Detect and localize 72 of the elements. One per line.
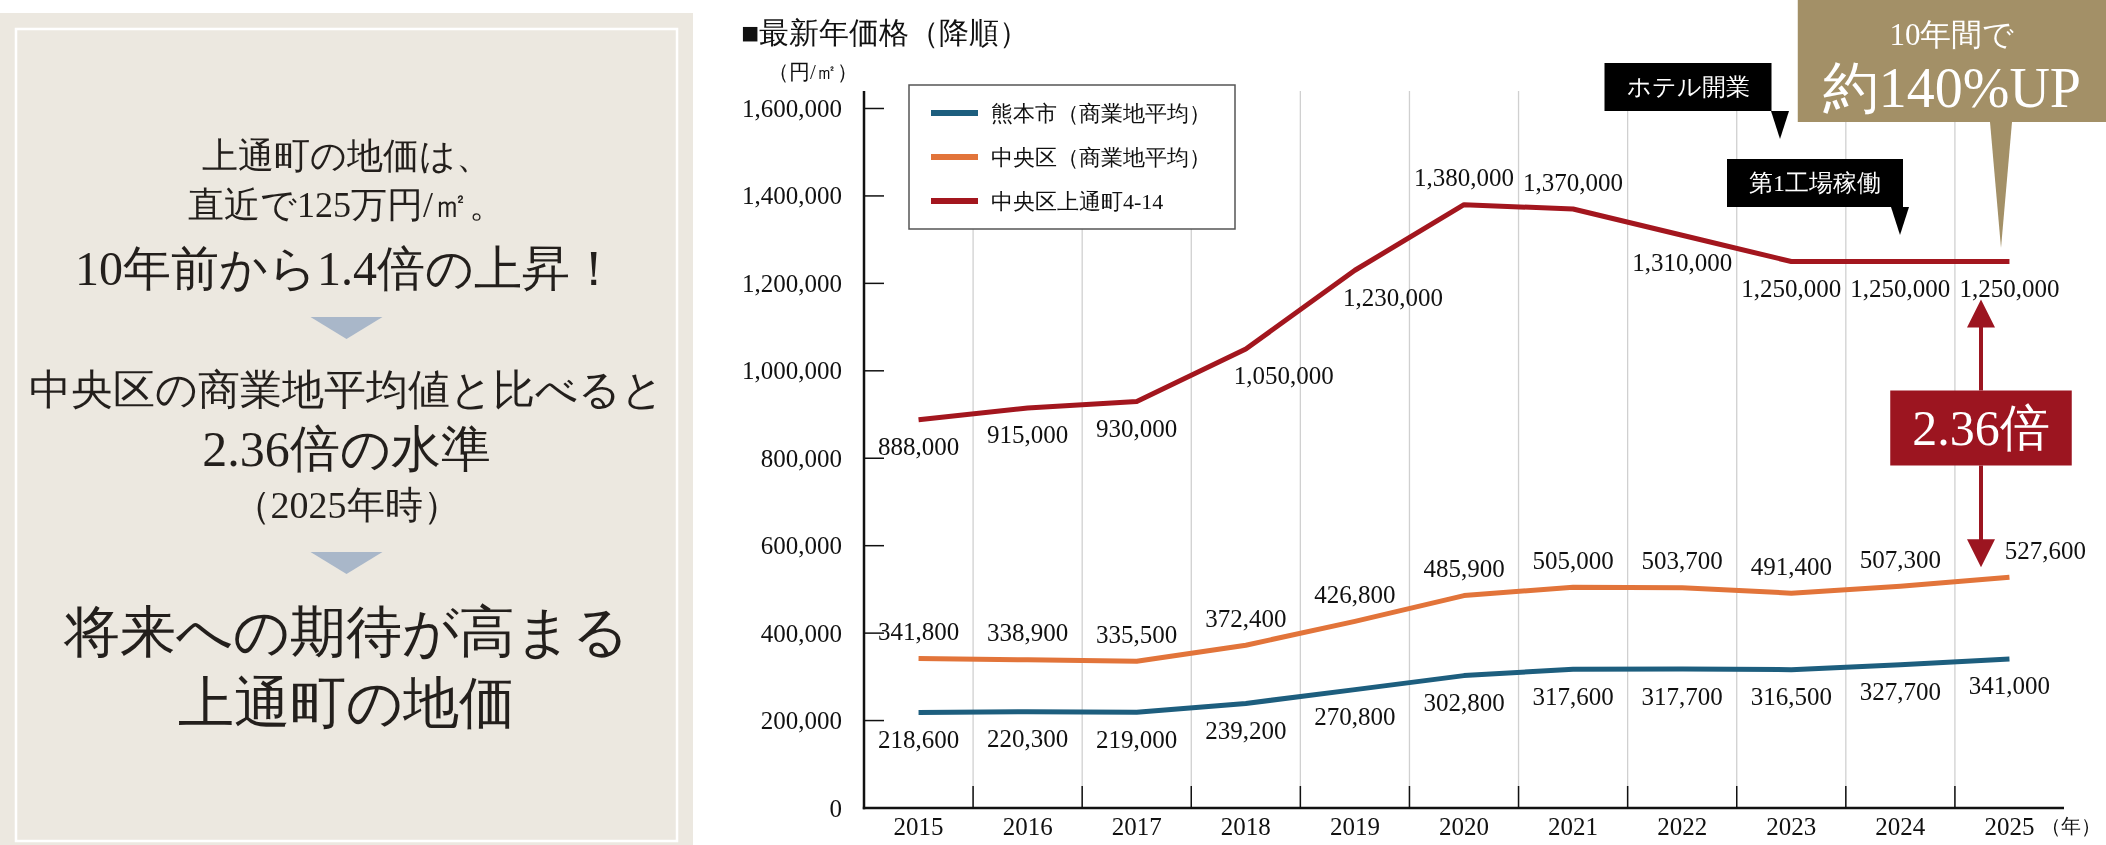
y-tick-label: 600,000	[760, 532, 842, 560]
data-label: 1,050,000	[1233, 362, 1334, 390]
x-tick-label: 2020	[1439, 812, 1489, 840]
data-label: 1,250,000	[1741, 275, 1842, 303]
y-tick-label: 0	[829, 794, 842, 822]
annotation: 2.36倍	[1912, 400, 2050, 456]
x-tick-label: 2022	[1657, 812, 1708, 840]
data-label: 426,800	[1314, 580, 1396, 608]
data-label: 218,600	[877, 725, 960, 753]
data-label: 491,400	[1750, 552, 1832, 580]
text: 上通町の地価は、	[201, 136, 492, 176]
data-label: 915,000	[987, 421, 1069, 449]
x-tick-label: 2019	[1329, 812, 1380, 840]
legend-label: 熊本市（商業地平均）	[991, 100, 1211, 126]
chart-title: ■最新年価格（降順）	[741, 15, 1030, 49]
y-tick-label: 1,600,000	[742, 94, 842, 122]
data-label: 341,800	[877, 618, 960, 646]
data-label: 505,000	[1532, 546, 1614, 574]
data-label: 239,200	[1205, 716, 1287, 744]
text: 直近で125万円/㎡。	[187, 185, 506, 225]
y-tick-label: 1,200,000	[742, 269, 842, 297]
data-label: 270,800	[1314, 703, 1396, 731]
data-label: 219,000	[1096, 725, 1178, 753]
y-tick-label: 1,400,000	[742, 182, 842, 210]
x-tick-label: 2024	[1875, 812, 1926, 840]
data-label: 527,600	[2004, 536, 2087, 564]
x-tick-label: 2016	[1002, 812, 1053, 840]
text: 10年前から1.4倍の上昇！	[75, 241, 618, 295]
data-label: 335,500	[1096, 620, 1178, 648]
y-tick-label: 400,000	[760, 619, 842, 647]
data-label: 1,370,000	[1523, 168, 1624, 196]
data-label: 220,300	[987, 725, 1069, 753]
x-tick-label: 2021	[1548, 812, 1599, 840]
annotation: 約140%UP	[1822, 57, 2081, 119]
text: 将来への期待が高まる	[63, 601, 629, 663]
text: 上通町の地価	[178, 672, 515, 734]
y-tick-label: 800,000	[760, 444, 842, 472]
data-label: 372,400	[1205, 604, 1287, 632]
x-axis-title: （年）	[2041, 815, 2101, 837]
text: （2025年時）	[232, 484, 461, 526]
data-label: 485,900	[1423, 555, 1505, 583]
legend-label: 中央区（商業地平均）	[991, 144, 1211, 170]
data-label: 503,700	[1641, 547, 1723, 575]
x-tick-label: 2018	[1220, 812, 1271, 840]
data-label: 317,600	[1532, 682, 1614, 710]
data-label: 1,380,000	[1414, 164, 1514, 192]
data-label: 327,700	[1859, 678, 1941, 706]
data-label: 1,230,000	[1342, 283, 1443, 311]
data-label: 338,900	[987, 619, 1069, 647]
y-axis-title: （円/㎡）	[768, 60, 858, 84]
y-tick-label: 1,000,000	[742, 357, 842, 385]
data-label: 507,300	[1859, 545, 1941, 573]
y-tick-label: 200,000	[760, 707, 842, 735]
annotation: ホテル開業	[1626, 74, 1750, 100]
text: 10年間で	[1889, 16, 2015, 52]
data-label: 930,000	[1096, 414, 1178, 442]
data-label: 316,500	[1750, 683, 1832, 711]
data-label: 302,800	[1423, 689, 1505, 717]
legend-label: 中央区上通町4-14	[991, 188, 1164, 214]
data-label: 341,000	[1968, 672, 2051, 700]
text: 中央区の商業地平均値と比べると	[29, 367, 664, 413]
data-label: 317,700	[1641, 682, 1723, 710]
x-tick-label: 2015	[893, 812, 944, 840]
data-label: 888,000	[877, 433, 960, 461]
text: 2.36倍の水準	[202, 421, 491, 477]
x-tick-label: 2017	[1111, 812, 1162, 840]
data-label: 1,310,000	[1632, 248, 1733, 276]
data-label: 1,250,000	[1959, 275, 2060, 303]
x-tick-label: 2023	[1766, 812, 1817, 840]
data-label: 1,250,000	[1850, 275, 1951, 303]
x-tick-label: 2025	[1984, 812, 2035, 840]
annotation: 第1工場稼働	[1749, 170, 1881, 196]
